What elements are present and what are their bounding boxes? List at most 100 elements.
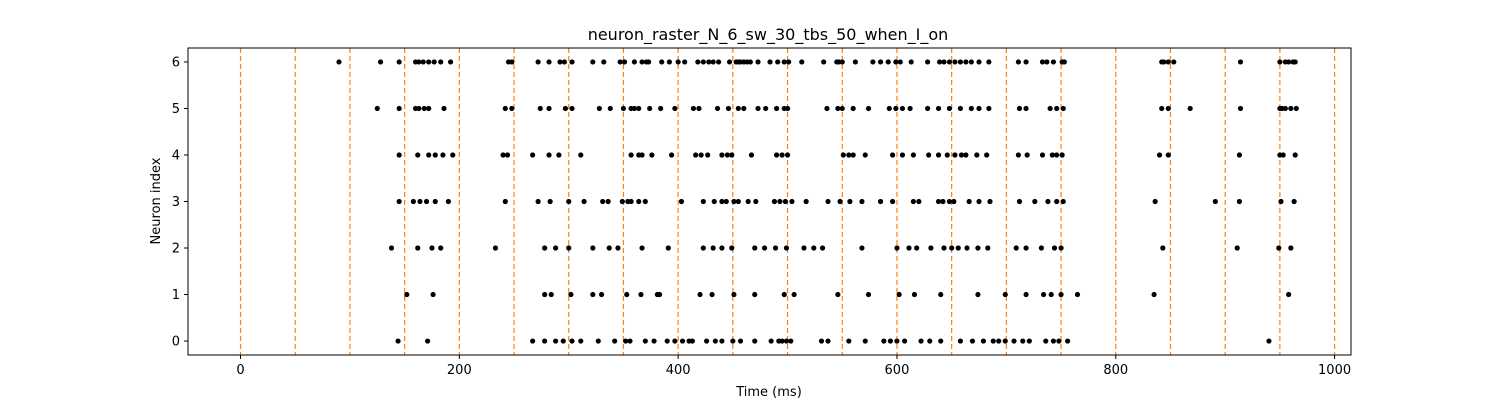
spike-point (1280, 152, 1286, 158)
spike-point (963, 152, 969, 158)
spike-point (1060, 198, 1066, 205)
spike-point (426, 105, 432, 112)
spike-point (818, 338, 825, 344)
y-tick-label: 4 (172, 148, 180, 163)
spike-point (642, 338, 648, 344)
spike-point (896, 291, 902, 298)
spike-point (1013, 245, 1019, 251)
spike-point (1038, 245, 1044, 251)
spike-point (952, 59, 958, 65)
spike-point (617, 59, 623, 65)
spike-point (935, 152, 942, 158)
spike-point (703, 338, 710, 344)
spike-point (581, 198, 587, 205)
spike-point (696, 105, 702, 112)
spike-point (1156, 152, 1163, 158)
spike-point (964, 245, 970, 251)
spike-point (697, 291, 703, 298)
spike-point (1286, 59, 1292, 65)
spike-point (771, 198, 778, 205)
spike-point (1278, 198, 1284, 205)
spike-point (938, 338, 944, 344)
y-tick-label: 0 (172, 335, 180, 350)
spike-point (968, 105, 974, 112)
spike-point (431, 59, 437, 65)
spike-point (928, 245, 934, 251)
spike-point (601, 59, 607, 65)
spike-point (862, 152, 868, 158)
spike-point (438, 59, 444, 65)
spike-point (1171, 59, 1177, 65)
spike-point (821, 59, 827, 65)
x-axis-label: Time (ms) (735, 385, 802, 400)
spike-point (410, 198, 416, 205)
spike-point (788, 338, 794, 344)
spike-point (1048, 291, 1054, 298)
x-tick-label: 1000 (1318, 363, 1351, 378)
spike-point (1059, 152, 1065, 158)
spike-point (542, 291, 548, 298)
spike-point (755, 105, 761, 112)
spike-point (889, 198, 896, 205)
spike-point (1024, 152, 1030, 158)
spike-point (862, 338, 868, 344)
spike-point (955, 245, 961, 251)
spike-point (824, 105, 830, 112)
spike-point (546, 59, 552, 65)
spike-point (1051, 245, 1058, 251)
spike-point (779, 152, 785, 158)
spike-point (537, 105, 543, 112)
spike-point (1032, 198, 1038, 205)
spike-point (450, 152, 456, 158)
spike-point (926, 152, 932, 158)
spike-point (426, 59, 432, 65)
spike-point (1044, 59, 1050, 65)
spike-point (803, 198, 809, 205)
spike-point (432, 198, 438, 205)
spike-point (724, 152, 730, 158)
spike-point (894, 338, 900, 344)
spike-point (1015, 59, 1022, 65)
spike-point (774, 105, 780, 112)
spike-point (709, 291, 715, 298)
spike-point (1277, 59, 1283, 65)
spike-point (560, 338, 566, 344)
y-tick-label: 6 (172, 55, 180, 70)
spike-point (726, 59, 733, 65)
spike-point (777, 198, 783, 205)
spike-point (768, 338, 774, 344)
spike-point (569, 338, 575, 344)
spike-point (837, 198, 843, 205)
spike-point (985, 245, 991, 251)
spike-point (1165, 152, 1171, 158)
spike-point (547, 198, 553, 205)
spike-point (811, 245, 817, 251)
spike-point (1165, 59, 1171, 65)
spike-point (753, 198, 759, 205)
spike-point (741, 105, 747, 112)
spike-point (1016, 105, 1023, 112)
spike-point (502, 198, 508, 205)
x-axis-ticks: 0 200 400 600 800 1000 (236, 355, 1351, 378)
spike-point (445, 198, 451, 205)
spike-point (425, 338, 431, 344)
spike-point (1058, 245, 1064, 251)
spike-point (420, 59, 426, 65)
spike-point (710, 59, 716, 65)
spike-point (542, 245, 548, 251)
spike-point (678, 198, 685, 205)
x-tick-label: 400 (666, 363, 691, 378)
spike-point (336, 59, 342, 65)
spike-point (1054, 152, 1060, 158)
spike-point (553, 338, 559, 344)
spike-point (1266, 338, 1272, 344)
spike-point (546, 105, 552, 112)
spike-point (772, 245, 779, 251)
spike-point (1023, 59, 1029, 65)
spike-point (735, 105, 741, 112)
spike-point (396, 198, 402, 205)
spike-point (1050, 59, 1057, 65)
spike-point (1160, 245, 1166, 251)
spike-point (642, 198, 648, 205)
spike-point (509, 105, 515, 112)
